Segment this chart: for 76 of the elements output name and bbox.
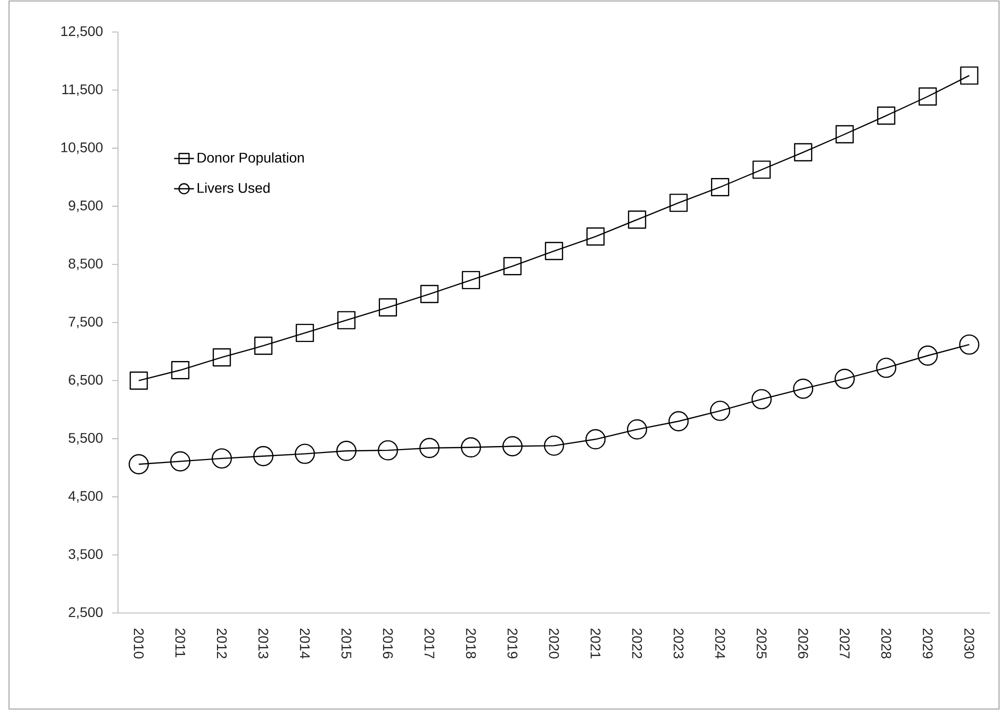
y-tick-label: 5,500: [68, 432, 103, 444]
point: [959, 334, 980, 355]
point: [876, 358, 896, 378]
point: [918, 346, 938, 366]
point: [834, 368, 855, 389]
point: [253, 446, 274, 466]
point: [337, 311, 356, 330]
x-tick-label: 2026: [798, 628, 808, 658]
y-tick-label: 8,500: [68, 258, 103, 270]
point: [462, 270, 480, 290]
y-tick-label: 10,500: [61, 142, 103, 154]
point: [960, 66, 978, 85]
x-tick-label: 2015: [341, 628, 352, 658]
point: [460, 437, 482, 458]
x-tick-label: 2029: [922, 628, 933, 658]
x-tick-label: 2013: [258, 628, 268, 658]
point: [419, 438, 440, 458]
y-tick-label: 2,500: [68, 607, 103, 619]
point: [254, 336, 272, 355]
x-tick-label: 2023: [674, 628, 684, 658]
y-tick-label: 7,500: [68, 316, 103, 328]
x-tick-label: 2014: [300, 628, 310, 659]
x-tick-label: 2024: [715, 628, 726, 659]
x-tick-label: 2018: [466, 628, 476, 658]
point: [710, 400, 730, 421]
y-tick-label: 6,500: [68, 374, 103, 386]
y-tick-label: 9,500: [68, 200, 103, 212]
point: [628, 210, 646, 229]
point: [128, 454, 149, 474]
point: [420, 284, 439, 304]
x-tick-label: 2011: [175, 628, 186, 658]
legend-label: Donor Population: [198, 152, 304, 166]
point: [752, 160, 771, 179]
x-tick-label: 2022: [632, 628, 642, 658]
x-tick-label: 2019: [508, 628, 518, 658]
legend-label: Livers Used: [198, 182, 270, 193]
x-tick-label: 2030: [964, 628, 974, 658]
point: [794, 143, 812, 162]
x-tick-label: 2025: [756, 628, 767, 658]
x-tick-label: 2027: [840, 628, 850, 658]
x-tick-label: 2012: [216, 628, 227, 658]
point: [668, 411, 689, 432]
point: [544, 436, 564, 456]
point: [711, 178, 730, 196]
point: [130, 372, 148, 390]
point: [212, 348, 231, 366]
x-tick-label: 2016: [382, 628, 393, 658]
point: [378, 298, 398, 316]
point: [585, 429, 606, 450]
x-tick-label: 2010: [134, 628, 144, 658]
point: [544, 242, 564, 260]
y-tick-label: 4,500: [68, 491, 103, 503]
x-tick-label: 2021: [590, 628, 600, 658]
x-tick-label: 2017: [424, 628, 434, 658]
point: [171, 361, 190, 380]
point: [586, 227, 605, 246]
x-tick-label: 2020: [549, 628, 559, 658]
point: [170, 451, 190, 472]
y-tick-label: 3,500: [68, 549, 103, 561]
point: [502, 436, 523, 456]
point: [918, 87, 937, 106]
y-tick-label: 12,500: [61, 26, 103, 38]
point: [836, 125, 854, 144]
point: [212, 448, 232, 469]
x-tick-label: 2028: [881, 628, 892, 658]
point: [877, 106, 896, 125]
point: [336, 440, 356, 461]
point: [626, 419, 648, 440]
point: [503, 257, 522, 276]
point: [669, 194, 688, 212]
point: [752, 389, 772, 410]
y-tick-label: 11,500: [62, 84, 103, 96]
point: [793, 378, 814, 399]
point: [378, 440, 398, 460]
point: [296, 324, 314, 342]
point: [294, 444, 315, 464]
